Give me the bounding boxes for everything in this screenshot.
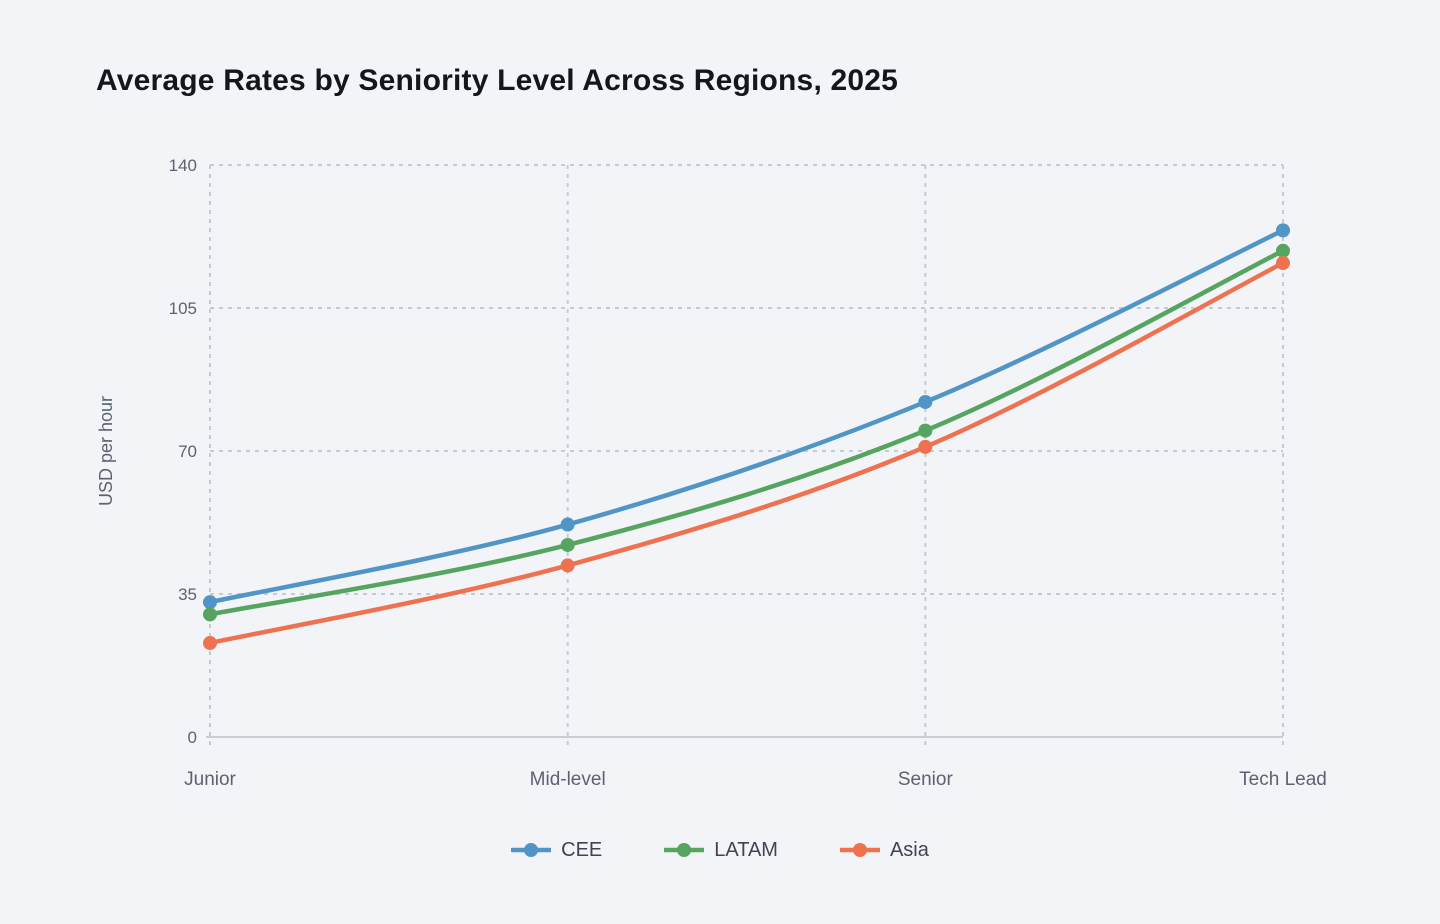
point-asia-tech-lead[interactable] xyxy=(1276,256,1290,271)
point-latam-junior[interactable] xyxy=(203,607,217,622)
legend-item-latam[interactable]: LATAM xyxy=(664,839,778,862)
x-axis-label: Mid-level xyxy=(530,769,606,790)
x-axis-label: Tech Lead xyxy=(1239,769,1327,790)
point-latam-tech-lead[interactable] xyxy=(1276,243,1290,258)
legend-item-cee[interactable]: CEE xyxy=(511,839,602,862)
line-cee xyxy=(207,228,1286,605)
chart-title: Average Rates by Seniority Level Across … xyxy=(96,64,899,97)
point-latam-mid-level[interactable] xyxy=(560,537,575,552)
legend-label: CEE xyxy=(561,838,603,861)
legend-item-asia[interactable]: Asia xyxy=(839,838,929,862)
line-asia xyxy=(207,260,1286,646)
y-tick-label: 0 xyxy=(188,728,197,747)
legend-dot xyxy=(677,843,692,857)
point-asia-senior[interactable] xyxy=(918,439,933,454)
y-tick-label: 140 xyxy=(169,156,197,175)
point-cee-junior[interactable] xyxy=(203,595,217,610)
x-axis-label: Junior xyxy=(184,769,236,790)
y-axis-title: USD per hour xyxy=(96,396,116,506)
y-tick-label: 35 xyxy=(178,585,197,604)
legend-label: LATAM xyxy=(714,838,778,861)
point-cee-senior[interactable] xyxy=(918,394,933,409)
point-cee-mid-level[interactable] xyxy=(560,517,575,532)
line-latam xyxy=(207,248,1286,617)
point-asia-mid-level[interactable] xyxy=(560,558,575,573)
x-axis-label: Senior xyxy=(898,769,954,790)
y-tick-label: 105 xyxy=(169,299,197,318)
legend-dot xyxy=(524,843,539,857)
chart-canvas: 0 35 70 105 140 Junior Mid-level Senior Tech Lea… xyxy=(96,156,1327,790)
y-tick-label: 70 xyxy=(178,442,197,461)
point-latam-senior[interactable] xyxy=(918,423,933,438)
point-cee-tech-lead[interactable] xyxy=(1276,223,1290,238)
legend-marker-latam-icon xyxy=(664,843,705,857)
legend-dot xyxy=(852,843,867,857)
legend-marker-asia-icon xyxy=(839,843,880,857)
point-asia-junior[interactable] xyxy=(203,636,217,651)
chart-legend: CEE LATAM Asia xyxy=(0,832,1440,868)
legend-label: Asia xyxy=(889,838,929,861)
legend-marker-cee-icon xyxy=(511,843,552,857)
